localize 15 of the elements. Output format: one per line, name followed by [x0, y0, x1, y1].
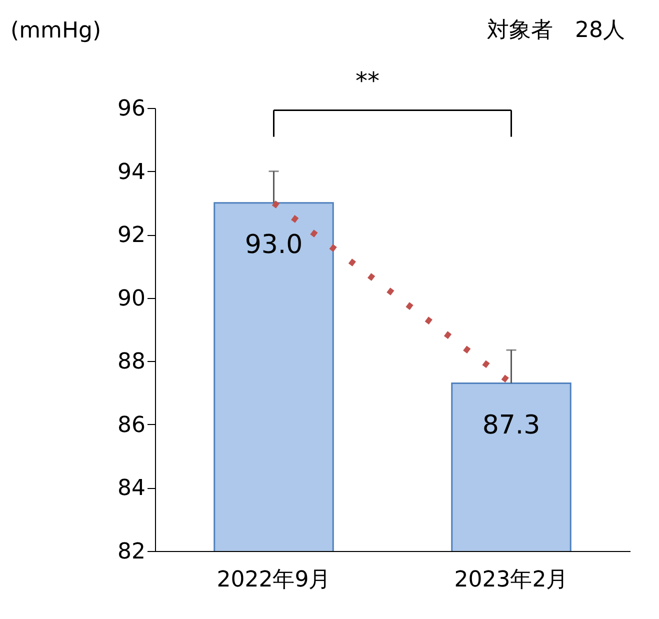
x-tick-label: 2023年2月: [454, 568, 568, 592]
y-tick-label: 90: [118, 286, 146, 312]
y-tick-label: 82: [118, 540, 146, 564]
y-tick-label: 86: [118, 412, 146, 438]
y-tick-label: 94: [118, 160, 146, 185]
y-tick-label: 84: [118, 476, 146, 502]
y-tick-label: 88: [118, 350, 146, 375]
y-tick-label: 92: [118, 223, 146, 248]
y-axis-title: (mmHg): [10, 18, 102, 44]
text: **: [356, 67, 380, 95]
data-label: 87.3: [482, 410, 540, 440]
text: 対象者 28人: [487, 18, 625, 43]
y-tick-label: 96: [118, 96, 146, 122]
data-label: 93.0: [244, 230, 303, 260]
x-tick-label: 2022年9月: [216, 568, 331, 592]
